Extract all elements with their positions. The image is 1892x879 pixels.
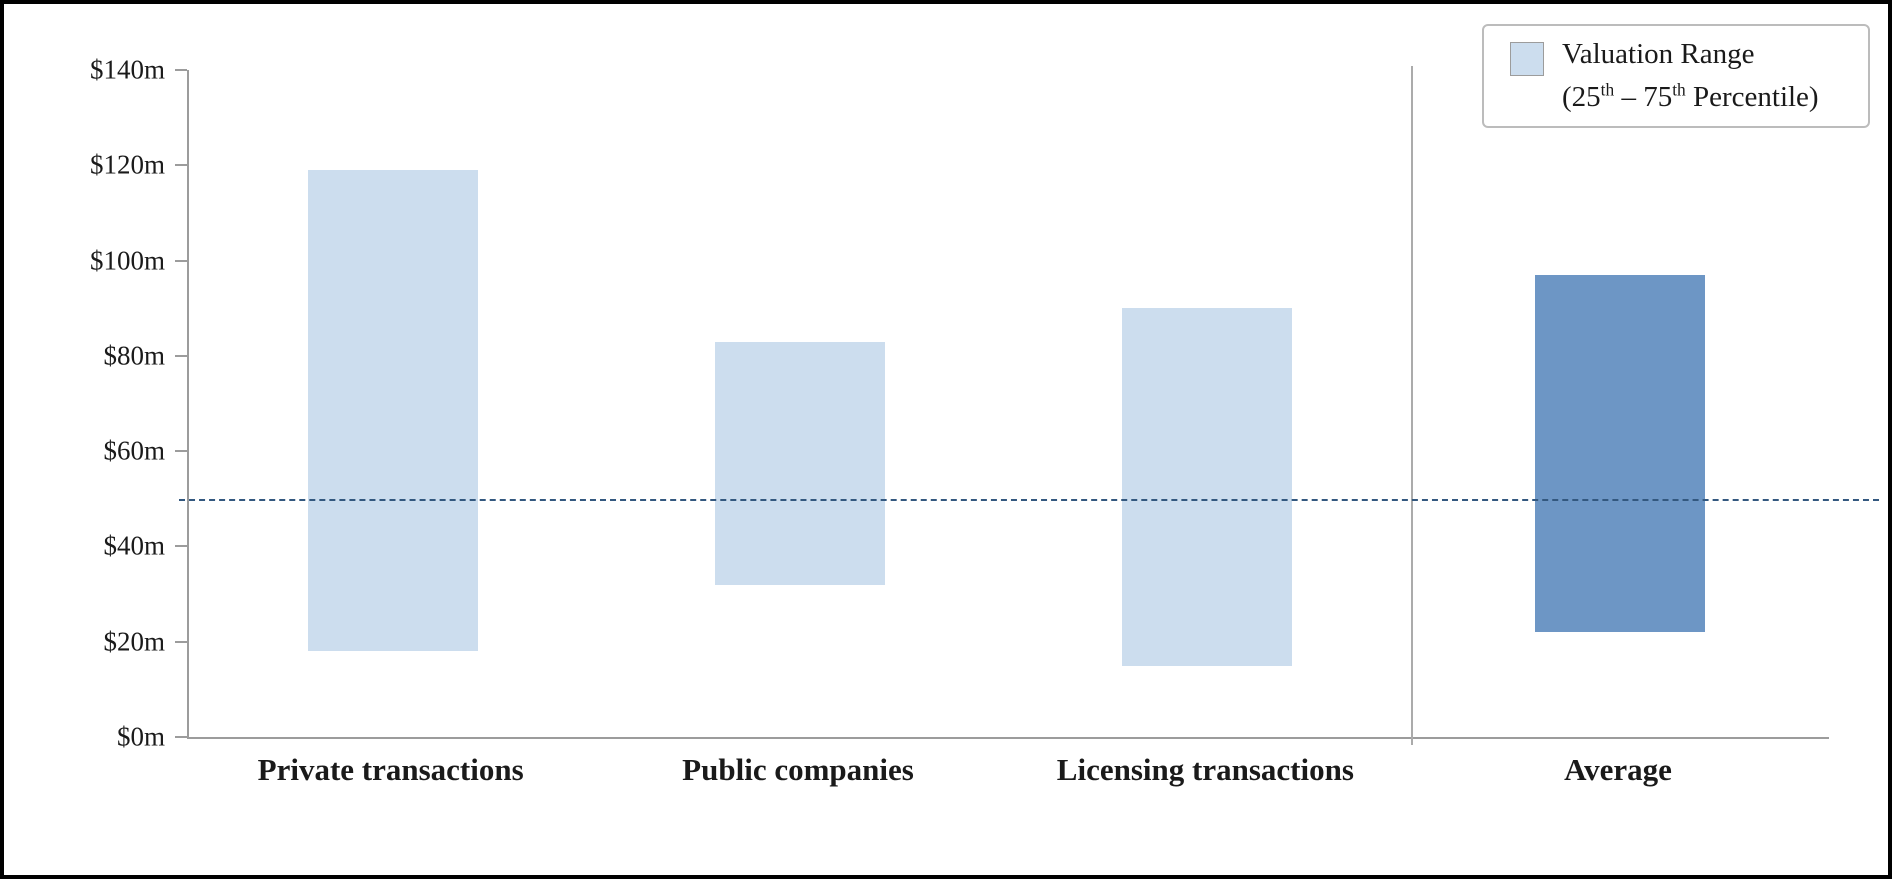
y-axis-tick-label: $140m [89, 54, 165, 85]
y-axis-tick-mark [175, 69, 187, 71]
y-axis-tick-mark [175, 164, 187, 167]
range-bar-licensing-transactions [1122, 308, 1293, 666]
y-axis-tick-label: $100m [89, 245, 165, 276]
y-axis-tick-label: $120m [89, 149, 165, 180]
percentile-superscript: th [1600, 79, 1615, 100]
legend: Valuation Range (25th – 75th Percentile) [1482, 24, 1870, 128]
category-label-public-companies: Public companies [682, 752, 914, 787]
y-axis-tick-mark [175, 736, 187, 738]
range-bar-private-transactions [307, 170, 478, 652]
category-label-average: Average [1564, 752, 1672, 787]
y-axis-tick-mark [175, 354, 187, 357]
y-axis-tick-mark [175, 545, 187, 548]
reference-line-50m [179, 498, 1879, 501]
y-axis-tick-label: $0m [116, 721, 165, 752]
range-bar-public-companies [715, 341, 885, 585]
y-axis-tick-label: $80m [103, 340, 165, 371]
y-axis-tick-mark [175, 259, 187, 262]
average-separator-line [1411, 66, 1413, 745]
y-axis-tick-label: $60m [103, 435, 165, 466]
y-axis-tick-label: $20m [103, 626, 165, 657]
y-axis-tick-mark [175, 450, 187, 453]
plot-area [175, 66, 1879, 745]
y-axis-tick-label: $40m [103, 530, 165, 561]
legend-label-line2: (25th – 75th Percentile) [1562, 79, 1819, 113]
y-axis-tick-mark [175, 640, 187, 643]
category-label-private-transactions: Private transactions [257, 752, 524, 787]
legend-label-line1: Valuation Range [1562, 38, 1755, 70]
category-label-licensing-transactions: Licensing transactions [1056, 752, 1354, 787]
legend-swatch-valuation-range [1510, 42, 1544, 76]
y-axis-labels: $0m $20m $40m $60m $80m $100m $120m $140m [4, 55, 175, 752]
percentile-superscript: th [1672, 79, 1686, 100]
range-bar-average [1535, 274, 1705, 633]
legend-label: Valuation Range (25th – 75th Percentile) [1562, 33, 1819, 119]
